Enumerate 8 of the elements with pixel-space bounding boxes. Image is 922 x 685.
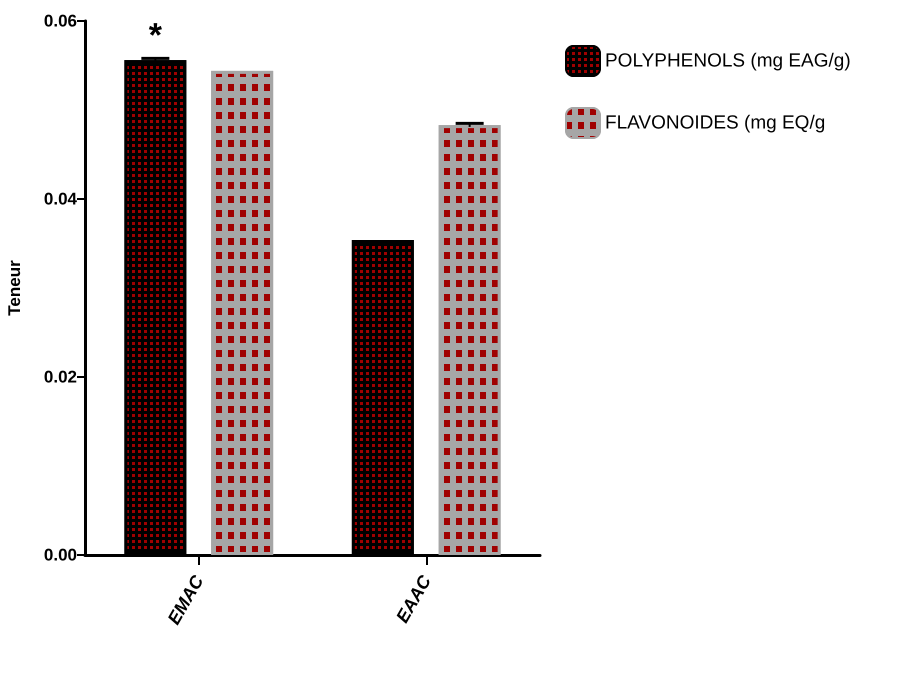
y-tick-label: 0.00 [44,546,77,564]
legend-label: POLYPHENOLS (mg EAG/g) [605,50,851,72]
y-tick-label: 0.02 [44,368,77,386]
y-tick-label: 0.06 [44,12,77,30]
annotation: * [148,16,163,54]
legend-label: FLAVONOIDES (mg EQ/g [605,112,826,134]
y-tick-label: 0.04 [44,190,78,208]
y-axis-title: Teneur [5,260,24,316]
